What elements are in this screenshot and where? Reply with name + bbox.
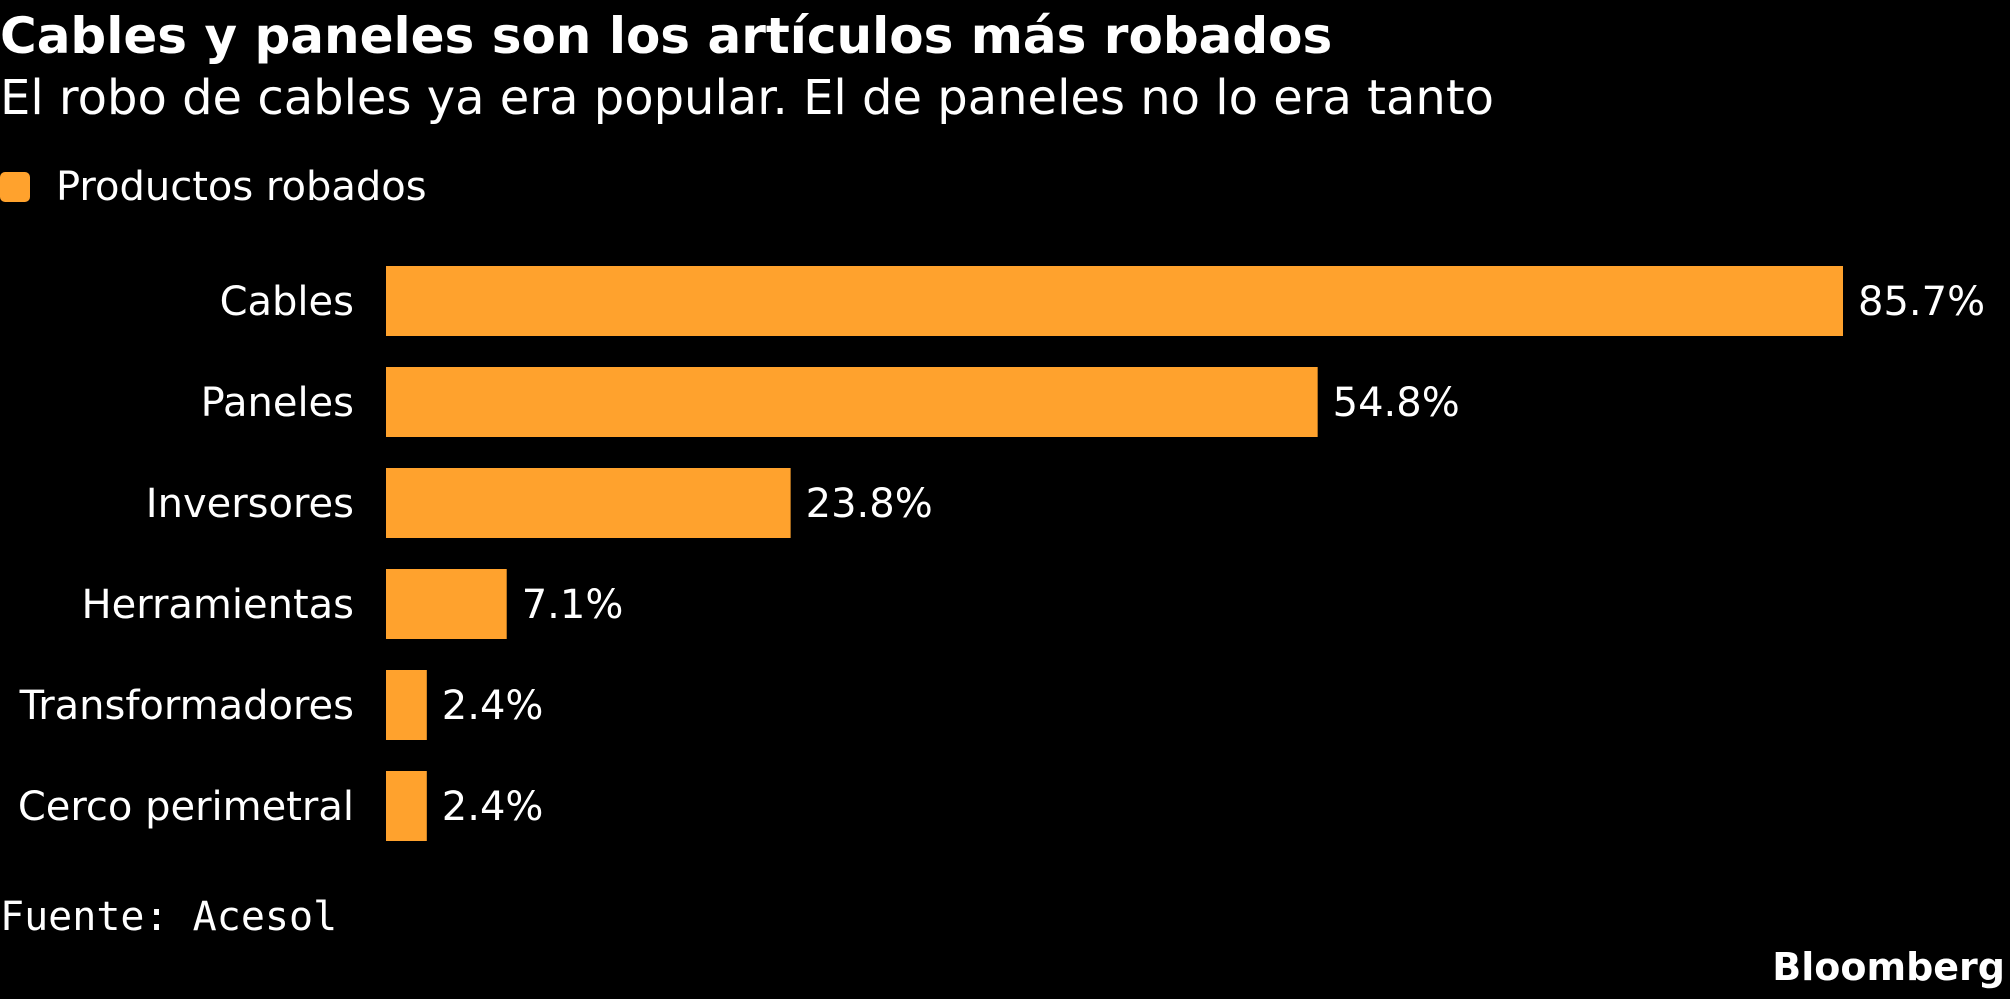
value-label: 2.4% xyxy=(442,683,544,729)
bar xyxy=(386,569,507,639)
value-label: 7.1% xyxy=(522,582,624,628)
legend: Productos robados xyxy=(0,162,427,212)
bar xyxy=(386,670,427,740)
bar xyxy=(386,367,1318,437)
value-label: 2.4% xyxy=(442,784,544,830)
category-label: Inversores xyxy=(146,481,354,527)
value-label: 54.8% xyxy=(1333,380,1460,426)
value-label: 23.8% xyxy=(806,481,933,527)
bar xyxy=(386,771,427,841)
category-label: Cerco perimetral xyxy=(18,784,354,830)
legend-label: Productos robados xyxy=(56,164,427,210)
category-label: Transformadores xyxy=(19,683,354,729)
category-label: Cables xyxy=(220,279,354,325)
bloomberg-logo: Bloomberg xyxy=(1772,945,2005,989)
category-label: Herramientas xyxy=(82,582,354,628)
chart-title: Cables y paneles son los artículos más r… xyxy=(0,7,1333,65)
bar xyxy=(386,266,1843,336)
category-label: Paneles xyxy=(201,380,354,426)
chart-subtitle: El robo de cables ya era popular. El de … xyxy=(0,70,1494,126)
legend-swatch xyxy=(0,172,30,202)
value-label: 85.7% xyxy=(1858,279,1985,325)
bar xyxy=(386,468,791,538)
source-note: Fuente: Acesol xyxy=(0,894,338,940)
